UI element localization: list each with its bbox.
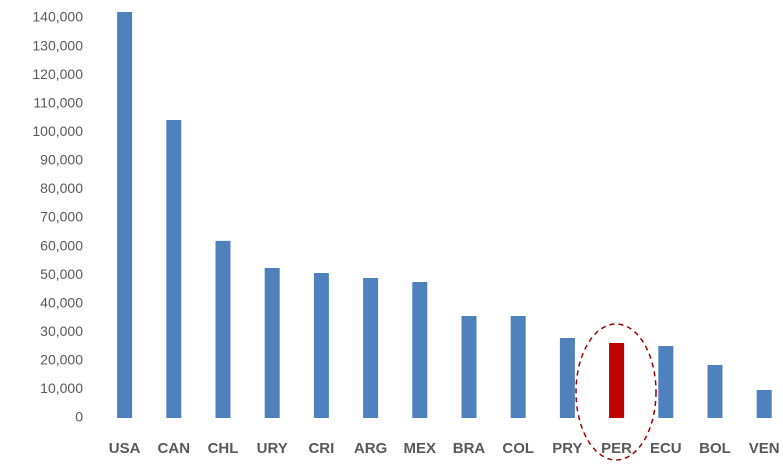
x-tick-label: COL bbox=[502, 440, 534, 457]
bar bbox=[264, 268, 280, 418]
bar bbox=[609, 343, 625, 418]
bar bbox=[363, 278, 379, 418]
x-tick-label: PRY bbox=[552, 440, 582, 457]
x-tick-label: PER bbox=[601, 440, 632, 457]
y-tick-label: 140,000 bbox=[32, 9, 83, 25]
y-tick-label: 60,000 bbox=[40, 237, 83, 253]
x-tick-label: CRI bbox=[308, 440, 334, 457]
x-tick-label: BOL bbox=[699, 440, 731, 457]
bar bbox=[412, 282, 428, 418]
x-tick-label: USA bbox=[109, 440, 141, 457]
y-tick-label: 30,000 bbox=[40, 323, 83, 339]
bar bbox=[117, 12, 133, 418]
y-tick-label: 10,000 bbox=[40, 380, 83, 396]
y-tick-label: 80,000 bbox=[40, 180, 83, 196]
bar bbox=[707, 365, 723, 418]
y-tick-label: 70,000 bbox=[40, 209, 83, 225]
bar bbox=[756, 390, 772, 418]
bar bbox=[559, 338, 575, 418]
bar bbox=[166, 120, 182, 418]
y-tick-label: 120,000 bbox=[32, 66, 83, 82]
highlight-ellipse bbox=[575, 323, 657, 461]
y-tick-label: 40,000 bbox=[40, 294, 83, 310]
bar bbox=[510, 316, 526, 418]
y-tick-label: 20,000 bbox=[40, 352, 83, 368]
y-tick-label: 100,000 bbox=[32, 123, 83, 139]
x-tick-label: MEX bbox=[404, 440, 437, 457]
bar bbox=[658, 346, 674, 418]
y-tick-label: 130,000 bbox=[32, 37, 83, 53]
y-tick-label: 50,000 bbox=[40, 266, 83, 282]
bar bbox=[461, 316, 477, 418]
y-tick-label: 90,000 bbox=[40, 152, 83, 168]
x-tick-label: URY bbox=[257, 440, 288, 457]
x-tick-label: VEN bbox=[749, 440, 780, 457]
x-tick-label: ARG bbox=[354, 440, 387, 457]
x-tick-label: BRA bbox=[453, 440, 486, 457]
bar bbox=[313, 273, 329, 418]
y-tick-label: 0 bbox=[75, 409, 83, 425]
y-tick-label: 110,000 bbox=[33, 94, 83, 110]
bar bbox=[215, 240, 231, 418]
x-tick-label: ECU bbox=[650, 440, 682, 457]
x-tick-label: CHL bbox=[208, 440, 239, 457]
x-tick-label: CAN bbox=[158, 440, 191, 457]
